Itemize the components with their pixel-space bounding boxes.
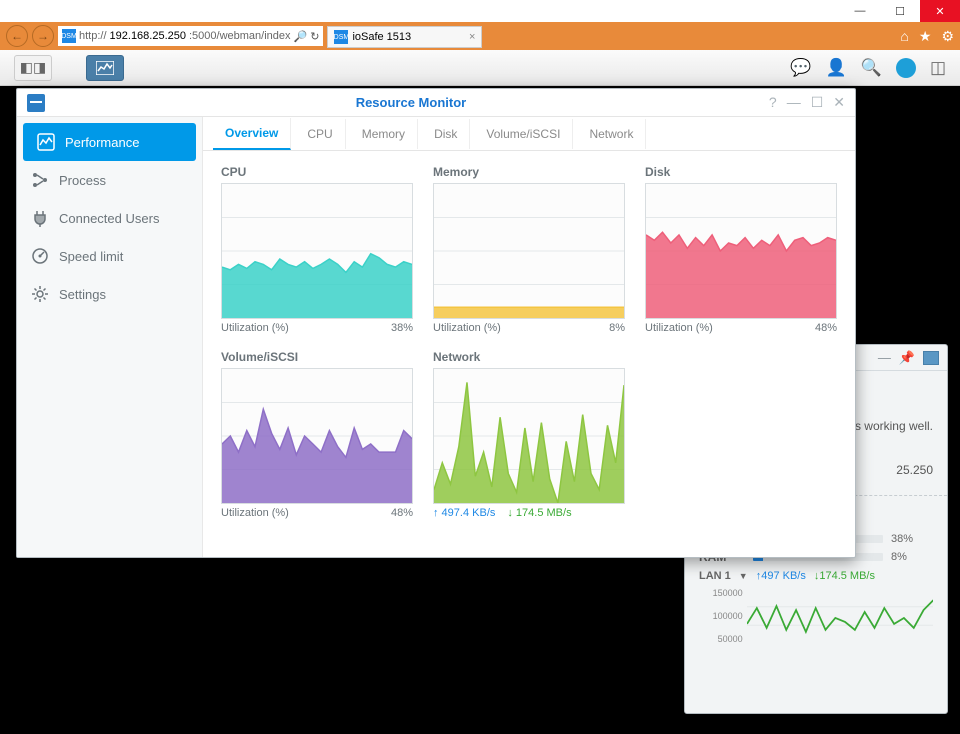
widget-minimize-icon[interactable]: — <box>878 350 891 365</box>
user-icon[interactable]: 👤 <box>826 58 847 78</box>
chart-network[interactable]: Network ↑ 497.4 KB/s ↓ 174.5 MB/s <box>433 350 625 519</box>
chart-title: Network <box>433 350 625 364</box>
task-resource-monitor[interactable] <box>86 55 124 81</box>
resource-monitor-window: Resource Monitor ? — ☐ ✕ Performance Proc… <box>16 88 856 558</box>
back-button[interactable]: ← <box>6 25 28 47</box>
plug-icon <box>31 209 49 227</box>
address-bar[interactable]: DSM http://192.168.25.250:5000/webman/in… <box>58 26 323 46</box>
chart-title: CPU <box>221 165 413 179</box>
pilot-icon[interactable] <box>896 58 916 78</box>
sidebar-item-process[interactable]: Process <box>17 161 202 199</box>
chart-legend-label: Utilization (%) <box>221 322 289 334</box>
refresh-icon[interactable]: ↻ <box>310 30 319 43</box>
sidebar-item-performance[interactable]: Performance <box>23 123 196 161</box>
charts-area: CPU Utilization (%) 38% Memory Utilization (… <box>203 151 855 557</box>
tab-favicon-icon: DSM <box>334 30 348 44</box>
chart-title: Disk <box>645 165 837 179</box>
chart-cpu[interactable]: CPU Utilization (%) 38% <box>221 165 413 334</box>
chart-value: 48% <box>815 322 837 334</box>
win-minimize-icon[interactable]: — <box>787 94 801 111</box>
os-titlebar: — ☐ ✕ <box>0 0 960 22</box>
chart-disk[interactable]: Disk Utilization (%) 48% <box>645 165 837 334</box>
favorites-icon[interactable]: ★ <box>919 28 932 45</box>
sidebar-item-label: Settings <box>59 287 106 302</box>
process-icon <box>31 171 49 189</box>
close-button[interactable]: ✕ <box>920 0 960 22</box>
maximize-button[interactable]: ☐ <box>880 0 920 22</box>
url-suffix: :5000/webman/index <box>189 30 291 42</box>
forward-button[interactable]: → <box>32 25 54 47</box>
tab-volumeiscsi[interactable]: Volume/iSCSI <box>474 119 573 149</box>
net-down-label: ↓ 174.5 MB/s <box>507 507 571 519</box>
tab-title: ioSafe 1513 <box>352 31 411 43</box>
widget-toggle-icon[interactable] <box>923 351 939 365</box>
chart-legend-label: Utilization (%) <box>221 507 289 519</box>
tab-cpu[interactable]: CPU <box>295 119 345 149</box>
tab-memory[interactable]: Memory <box>350 119 418 149</box>
url-ip: 192.168.25.250 <box>110 30 186 42</box>
main-menu-button[interactable]: ◧◨ <box>14 55 52 81</box>
help-icon[interactable]: ? <box>769 94 777 111</box>
chat-icon[interactable]: 💬 <box>790 58 811 78</box>
sidebar-item-speed-limit[interactable]: Speed limit <box>17 237 202 275</box>
desktop: — 📌 s working well. 25.250 Resource Moni… <box>0 86 960 734</box>
chart-value: 38% <box>391 322 413 334</box>
tab-disk[interactable]: Disk <box>422 119 470 149</box>
gear-icon <box>31 285 49 303</box>
sidebar-item-label: Speed limit <box>59 249 123 264</box>
tab-overview[interactable]: Overview <box>213 118 291 150</box>
sidebar-item-settings[interactable]: Settings <box>17 275 202 313</box>
widget-lan-row: LAN 1▼ ↑497 KB/s ↓174.5 MB/s <box>699 570 933 582</box>
home-icon[interactable]: ⌂ <box>900 28 908 45</box>
tabs: OverviewCPUMemoryDiskVolume/iSCSINetwork <box>203 117 855 151</box>
widget-lan-chart: 150000 100000 50000 <box>699 588 933 644</box>
chart-volume[interactable]: Volume/iSCSI Utilization (%) 48% <box>221 350 413 519</box>
app-icon <box>27 94 45 112</box>
win-maximize-icon[interactable]: ☐ <box>811 94 824 111</box>
dsm-taskbar: ◧◨ 💬 👤 🔍 ◫ <box>0 50 960 86</box>
browser-navbar: ← → DSM http://192.168.25.250:5000/webma… <box>0 22 960 50</box>
sidebar: Performance Process Connected Users Speed l… <box>17 117 203 557</box>
net-up-label: ↑ 497.4 KB/s <box>433 507 495 519</box>
minimize-button[interactable]: — <box>840 0 880 22</box>
search-icon[interactable]: 🔎 <box>294 30 308 43</box>
sidebar-item-label: Process <box>59 173 106 188</box>
sidebar-item-label: Connected Users <box>59 211 159 226</box>
widget-pin-icon[interactable]: 📌 <box>899 350 915 366</box>
tab-close-icon[interactable]: × <box>469 31 475 43</box>
tab-network[interactable]: Network <box>577 119 646 149</box>
chart-value: 8% <box>609 322 625 334</box>
favicon-icon: DSM <box>62 29 76 43</box>
chart-legend-label: Utilization (%) <box>433 322 501 334</box>
tools-icon[interactable]: ⚙ <box>941 28 954 45</box>
chart-title: Memory <box>433 165 625 179</box>
sidebar-item-label: Performance <box>65 135 139 150</box>
chart-title: Volume/iSCSI <box>221 350 413 364</box>
chart-value: 48% <box>391 507 413 519</box>
win-close-icon[interactable]: ✕ <box>833 94 845 111</box>
gauge-icon <box>31 247 49 265</box>
sidebar-item-connected-users[interactable]: Connected Users <box>17 199 202 237</box>
browser-tab[interactable]: DSM ioSafe 1513 × <box>327 26 482 48</box>
chart-icon <box>37 133 55 151</box>
chart-legend-label: Utilization (%) <box>645 322 713 334</box>
search-icon[interactable]: 🔍 <box>861 58 882 78</box>
url-prefix: http:// <box>79 30 107 42</box>
widgets-icon[interactable]: ◫ <box>930 58 946 78</box>
chart-memory[interactable]: Memory Utilization (%) 8% <box>433 165 625 334</box>
window-title: Resource Monitor <box>53 95 769 110</box>
window-titlebar[interactable]: Resource Monitor ? — ☐ ✕ <box>17 89 855 117</box>
